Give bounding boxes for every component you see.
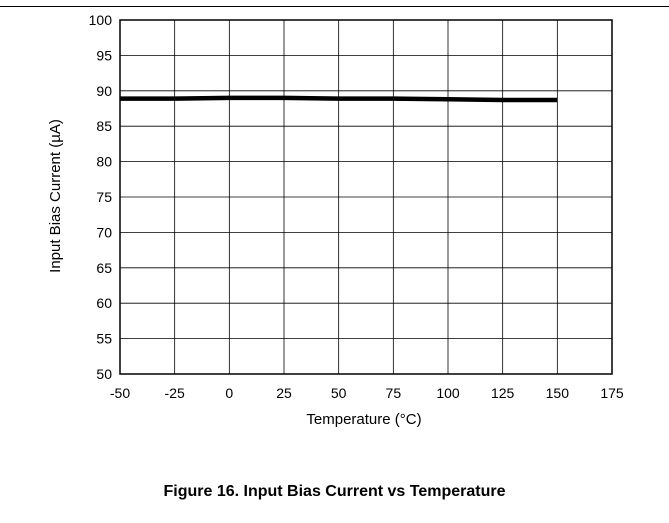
x-tick-label: -50 <box>110 385 130 401</box>
grid <box>119 19 613 375</box>
x-tick-label: 25 <box>276 385 292 401</box>
y-axis-label: Input Bias Current (µA) <box>47 119 64 273</box>
y-tick-label: 70 <box>96 224 112 240</box>
chart: 50 55 60 65 70 75 80 85 90 95 100 -50 -25 0 25 50 75 100… <box>47 12 624 428</box>
plot-frame <box>119 19 613 375</box>
x-tick-label: 175 <box>600 385 624 401</box>
x-tick-label: 50 <box>331 385 347 401</box>
series-line <box>120 95 558 103</box>
x-axis-label: Temperature (°C) <box>306 411 421 428</box>
x-tick-label: 100 <box>436 385 460 401</box>
x-tick-label: -25 <box>165 385 185 401</box>
y-tick-label: 50 <box>96 366 112 382</box>
y-tick-label: 90 <box>96 83 112 99</box>
figure-caption: Figure 16. Input Bias Current vs Tempera… <box>163 483 506 500</box>
x-tick-label: 150 <box>546 385 570 401</box>
y-tick-label: 85 <box>96 118 112 134</box>
y-tick-label: 100 <box>89 12 113 28</box>
y-tick-label: 55 <box>96 331 112 347</box>
x-tick-label: 75 <box>386 385 402 401</box>
y-tick-label: 80 <box>96 154 112 170</box>
y-tick-label: 65 <box>96 260 112 276</box>
top-rule <box>0 6 669 7</box>
y-tick-label: 75 <box>96 189 112 205</box>
series-layer <box>120 95 558 103</box>
y-tick-label: 60 <box>96 295 112 311</box>
x-tick-labels: -50 -25 0 25 50 75 100 125 150 175 <box>110 385 624 401</box>
y-tick-label: 95 <box>96 47 112 63</box>
x-tick-label: 125 <box>491 385 515 401</box>
x-tick-label: 0 <box>225 385 233 401</box>
y-tick-labels: 50 55 60 65 70 75 80 85 90 95 100 <box>89 12 113 382</box>
